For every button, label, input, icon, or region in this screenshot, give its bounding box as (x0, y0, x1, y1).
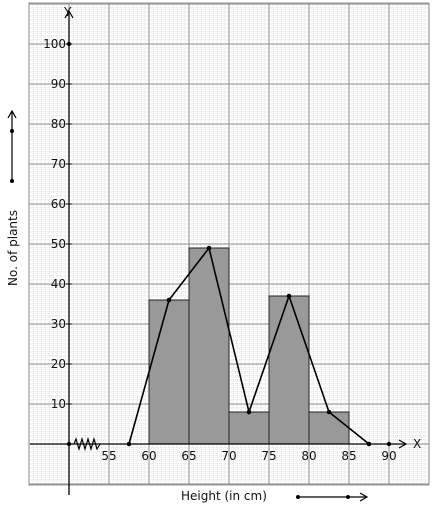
frequency-point (166, 297, 172, 303)
x-axis-label: Height (in cm) (181, 489, 267, 503)
x-tick-label: 70 (221, 449, 236, 463)
y-axis-label: No. of plants (6, 210, 20, 286)
y-tick-label: 90 (51, 77, 66, 91)
y-tick-label: 20 (51, 357, 66, 371)
frequency-polygon (126, 245, 392, 447)
histogram-bar-80-85 (308, 411, 350, 445)
frequency-point (286, 293, 292, 299)
tick-labels: 55 60 65 70 75 80 85 90 10 20 30 40 50 60 70 80 90 100 (43, 37, 397, 463)
frequency-point (126, 441, 132, 447)
frequency-point (206, 245, 212, 251)
axis-point-90 (386, 441, 392, 447)
y-tick-label: 60 (51, 197, 66, 211)
y-tick-label: 70 (51, 157, 66, 171)
histogram-bar-65-70 (188, 247, 230, 445)
grid (28, 2, 430, 486)
x-direction-arrow-icon (296, 492, 369, 502)
frequency-point (326, 409, 332, 415)
x-tick-label: 60 (141, 449, 156, 463)
x-tick-label: 85 (341, 449, 356, 463)
x-tick-label: 75 (261, 449, 276, 463)
x-tick-label: 55 (101, 449, 116, 463)
y-tick-label: 100 (43, 37, 66, 51)
x-axis-letter: X (413, 437, 421, 451)
y-direction-arrow-icon (7, 109, 17, 183)
histogram-bar-60-65 (148, 299, 190, 445)
y-tick-label: 50 (51, 237, 66, 251)
x-tick-label: 65 (181, 449, 196, 463)
y-tick-label: 10 (51, 397, 66, 411)
x-axis-arrow-icon (398, 439, 408, 449)
frequency-point (246, 409, 252, 415)
histogram-bar-70-75 (228, 411, 270, 445)
frequency-point (366, 441, 372, 447)
y-tick-label: 80 (51, 117, 66, 131)
y-tick-label: 30 (51, 317, 66, 331)
axis-break-icon (73, 436, 101, 452)
x-tick-label: 90 (381, 449, 396, 463)
y-tick-label: 40 (51, 277, 66, 291)
origin-dot (66, 441, 72, 447)
histogram-bars (148, 247, 350, 445)
y-axis-point-100 (66, 41, 72, 47)
axes (30, 9, 408, 495)
y-axis-arrow-icon (64, 9, 74, 19)
y-axis-letter: Y (63, 5, 72, 19)
x-tick-label: 80 (301, 449, 316, 463)
histogram-bar-75-80 (268, 295, 310, 445)
